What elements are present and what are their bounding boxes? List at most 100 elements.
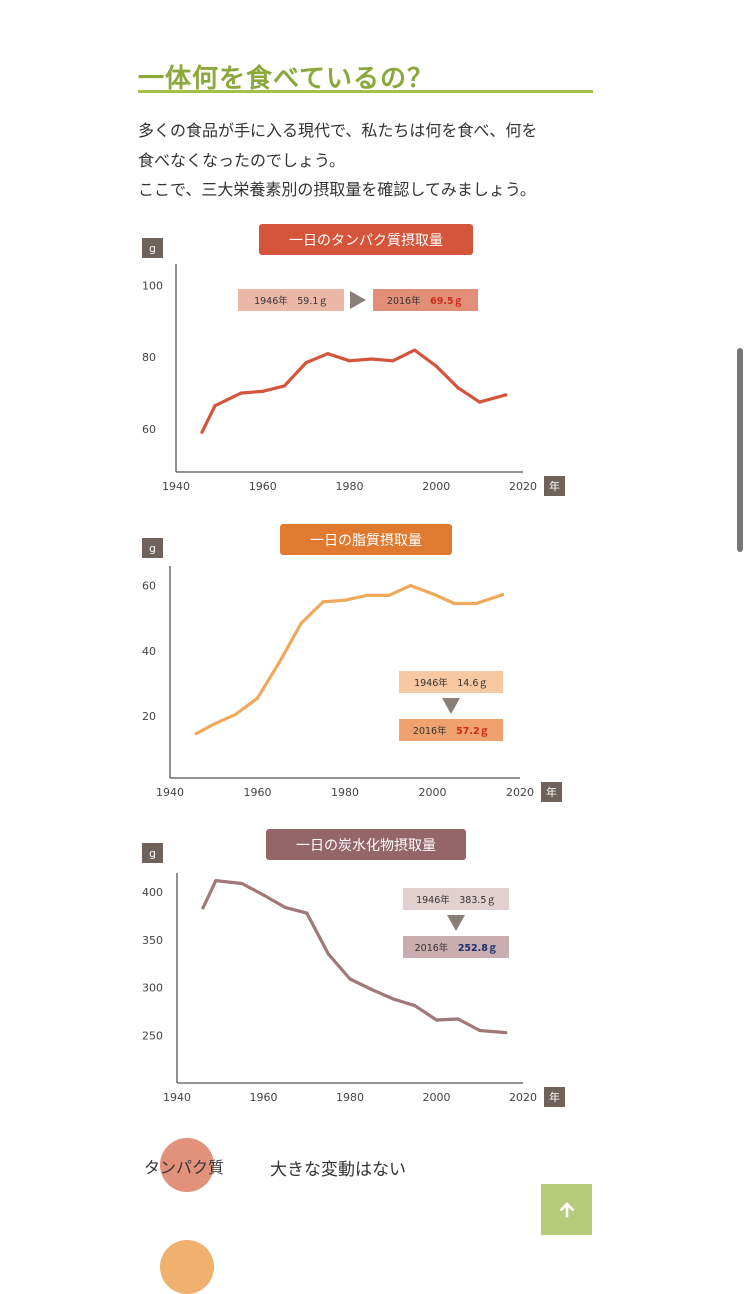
series-line (194, 583, 505, 736)
change-callout: 1946年 59.1ｇ 2016年 69.5ｇ (238, 289, 478, 311)
change-callout: 1946年 14.6ｇ 2016年 57.2ｇ (399, 671, 503, 741)
data-point (299, 621, 303, 625)
data-point (234, 712, 238, 716)
y-tick-label: 20 (142, 710, 156, 723)
callout-end-year: 2016年 (413, 725, 456, 737)
y-tick-label: 60 (142, 423, 156, 436)
x-tick-label: 1940 (162, 480, 190, 493)
x-tick-label: 1940 (163, 1091, 191, 1104)
chart-title: 一日の脂質摂取量 (310, 533, 422, 549)
x-tick-label: 1960 (249, 480, 277, 493)
fat-chart: 一日の脂質摂取量 g 20 40 60 1940 1960 1980 2000 2020 年 1946… (138, 524, 578, 809)
data-point (200, 430, 204, 434)
data-point (194, 732, 198, 736)
x-tick-label: 2020 (506, 786, 534, 799)
summary-nutrient-label: タンパク質 (144, 1158, 225, 1177)
callout-end-box (399, 719, 503, 741)
y-tick-label: 40 (142, 645, 156, 658)
next-summary-bubble-icon (160, 1240, 214, 1294)
data-point (239, 391, 243, 395)
y-tick-label: 60 (142, 580, 156, 593)
data-point (504, 1031, 508, 1035)
x-tick-label: 1980 (336, 1091, 364, 1104)
back-to-top-button[interactable] (541, 1184, 592, 1235)
data-point (412, 348, 417, 352)
x-tick-label: 1940 (156, 786, 184, 799)
x-tick-label: 2000 (419, 786, 447, 799)
data-point (434, 364, 438, 368)
arrow-up-icon (559, 1201, 574, 1217)
data-point (500, 593, 505, 597)
data-point (261, 893, 266, 897)
data-point (369, 357, 373, 361)
callout-start-box (399, 671, 503, 693)
x-tick-label: 1980 (336, 480, 364, 493)
x-unit-label: 年 (549, 479, 560, 493)
y-unit-box (142, 843, 163, 863)
carbohydrate-chart: 一日の炭水化物摂取量 g 250 300 350 400 1940 1960 1980 2000 2… (138, 829, 578, 1114)
y-unit-label: g (149, 847, 156, 860)
data-point (504, 393, 508, 397)
data-point (348, 977, 352, 981)
fat-chart-svg: 一日の脂質摂取量 g 20 40 60 1940 1960 1980 2000 2020 年 1946… (142, 524, 562, 802)
data-point (452, 601, 456, 606)
callout-end-value: 57.2ｇ (456, 726, 489, 738)
data-point (413, 1004, 417, 1008)
callout-end-box (373, 289, 478, 311)
x-tick-label: 1960 (250, 1091, 278, 1104)
callout-end-text: 2016年 57.2ｇ (413, 725, 489, 738)
x-tick-label: 1960 (244, 786, 272, 799)
callout-end-box (403, 936, 509, 958)
x-unit-label: 年 (546, 785, 557, 799)
chart-title: 一日の炭水化物摂取量 (296, 838, 436, 854)
data-point (430, 592, 435, 596)
y-tick-label: 300 (142, 982, 163, 995)
data-point (478, 400, 482, 404)
data-point (261, 389, 265, 393)
data-point (282, 384, 287, 388)
summary-text: 大きな変動はない (270, 1160, 406, 1180)
callout-end-year: 2016年 (387, 295, 430, 307)
protein-chart: 一日のタンパク質摂取量 g 60 80 100 1940 1960 1980 2000 2020 年… (138, 224, 578, 509)
callout-start-text: 1946年 59.1ｇ (254, 295, 328, 307)
data-point (214, 879, 218, 883)
callout-end-year: 2016年 (415, 942, 458, 954)
data-point (304, 361, 308, 365)
y-unit-box (142, 238, 163, 258)
x-tick-label: 2000 (422, 480, 450, 493)
y-unit-box (142, 538, 163, 558)
callout-arrow-icon (350, 291, 366, 309)
x-unit-box (541, 782, 562, 802)
data-point (391, 359, 395, 363)
scrollbar[interactable] (737, 348, 743, 552)
data-point (255, 696, 260, 700)
callout-start-box (238, 289, 344, 311)
intro-line-2: 食べなくなったのでしょう。 (138, 150, 346, 170)
data-point (387, 593, 391, 597)
chart-title: 一日のタンパク質摂取量 (289, 233, 443, 249)
data-point (478, 1028, 482, 1033)
y-tick-label: 100 (142, 280, 163, 293)
page-heading: 一体何を食べているの？ (138, 63, 434, 94)
x-tick-label: 1980 (331, 786, 359, 799)
summary-bubble-icon (160, 1138, 214, 1192)
y-tick-label: 350 (142, 934, 163, 947)
series-line (200, 348, 508, 434)
x-unit-box (544, 476, 565, 496)
data-point (343, 598, 347, 602)
data-point (365, 593, 369, 597)
callout-end-value: 69.5ｇ (430, 296, 463, 308)
data-point (305, 911, 309, 915)
callout-end-value: 252.8ｇ (458, 943, 498, 955)
data-point (370, 987, 374, 992)
callout-end-text: 2016年 69.5ｇ (387, 295, 463, 308)
y-unit-label: g (149, 542, 156, 555)
intro-line-3: ここで、三大栄養素別の摂取量を確認してみましょう。 (138, 180, 536, 199)
data-point (240, 881, 244, 886)
x-tick-label: 2020 (509, 1091, 537, 1104)
carbohydrate-chart-svg: 一日の炭水化物摂取量 g 250 300 350 400 1940 1960 1980 2000 2… (142, 829, 565, 1107)
x-tick-label: 2000 (423, 1091, 451, 1104)
data-point (347, 359, 352, 363)
protein-chart-svg: 一日のタンパク質摂取量 g 60 80 100 1940 1960 1980 2000 2020 年… (142, 224, 565, 496)
data-point (201, 906, 205, 910)
